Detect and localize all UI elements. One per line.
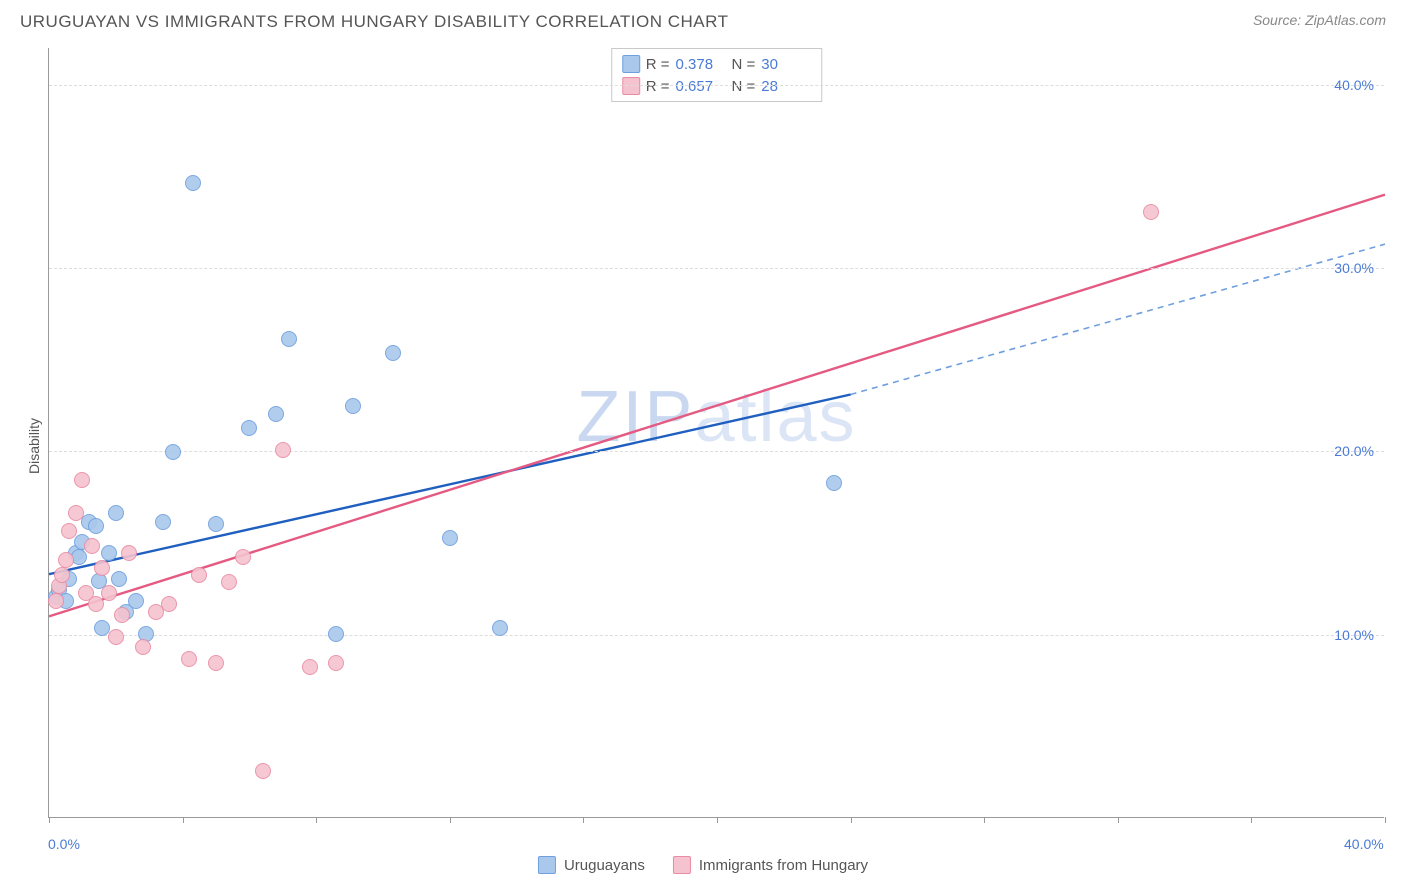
legend-label: Uruguayans: [564, 857, 645, 874]
data-point: [84, 538, 100, 554]
data-point: [1143, 204, 1159, 220]
x-tick: [851, 817, 852, 823]
x-tick: [183, 817, 184, 823]
data-point: [275, 442, 291, 458]
stats-row: R = 0.378 N = 30: [622, 53, 812, 75]
data-point: [185, 175, 201, 191]
data-point: [155, 514, 171, 530]
legend-swatch: [622, 77, 640, 95]
data-point: [121, 545, 137, 561]
n-label: N =: [732, 78, 756, 95]
y-tick-label: 40.0%: [1334, 77, 1374, 93]
data-point: [268, 406, 284, 422]
legend-swatch: [673, 856, 691, 874]
stats-row: R = 0.657 N = 28: [622, 75, 812, 97]
data-point: [94, 560, 110, 576]
data-point: [74, 472, 90, 488]
r-label: R =: [646, 56, 670, 73]
data-point: [328, 626, 344, 642]
x-tick: [450, 817, 451, 823]
legend-swatch: [538, 856, 556, 874]
data-point: [328, 655, 344, 671]
x-tick: [1251, 817, 1252, 823]
data-point: [101, 585, 117, 601]
data-point: [161, 596, 177, 612]
data-point: [114, 607, 130, 623]
r-value: 0.657: [676, 78, 726, 95]
stats-legend: R = 0.378 N = 30 R = 0.657 N = 28: [611, 48, 823, 102]
n-label: N =: [732, 56, 756, 73]
data-point: [111, 571, 127, 587]
data-point: [191, 567, 207, 583]
x-tick: [49, 817, 50, 823]
gridline-h: [49, 451, 1384, 452]
data-point: [241, 420, 257, 436]
data-point: [101, 545, 117, 561]
y-tick-label: 20.0%: [1334, 443, 1374, 459]
data-point: [48, 593, 64, 609]
data-point: [54, 567, 70, 583]
legend-item: Immigrants from Hungary: [673, 856, 868, 874]
bottom-legend: Uruguayans Immigrants from Hungary: [538, 856, 868, 874]
data-point: [826, 475, 842, 491]
chart-source: Source: ZipAtlas.com: [1253, 12, 1386, 28]
chart-header: URUGUAYAN VS IMMIGRANTS FROM HUNGARY DIS…: [0, 0, 1406, 40]
x-tick: [316, 817, 317, 823]
chart-title: URUGUAYAN VS IMMIGRANTS FROM HUNGARY DIS…: [20, 12, 729, 32]
y-tick-label: 10.0%: [1334, 627, 1374, 643]
r-label: R =: [646, 78, 670, 95]
data-point: [108, 629, 124, 645]
data-point: [255, 763, 271, 779]
data-point: [128, 593, 144, 609]
x-tick: [583, 817, 584, 823]
gridline-h: [49, 635, 1384, 636]
data-point: [68, 505, 84, 521]
data-point: [88, 518, 104, 534]
gridline-h: [49, 85, 1384, 86]
data-point: [221, 574, 237, 590]
x-tick: [984, 817, 985, 823]
x-tick: [1385, 817, 1386, 823]
data-point: [165, 444, 181, 460]
n-value: 28: [761, 78, 811, 95]
legend-label: Immigrants from Hungary: [699, 857, 868, 874]
data-point: [181, 651, 197, 667]
n-value: 30: [761, 56, 811, 73]
data-point: [345, 398, 361, 414]
y-axis-label: Disability: [26, 418, 42, 474]
x-tick-label: 0.0%: [48, 836, 80, 852]
data-point: [61, 523, 77, 539]
gridline-h: [49, 268, 1384, 269]
data-point: [135, 639, 151, 655]
plot-area: ZIPatlas R =0.378N =30R =0.657N =28 10.0…: [48, 48, 1384, 818]
data-point: [385, 345, 401, 361]
data-point: [235, 549, 251, 565]
x-tick: [717, 817, 718, 823]
x-tick-label: 40.0%: [1344, 836, 1384, 852]
y-tick-label: 30.0%: [1334, 260, 1374, 276]
data-point: [208, 516, 224, 532]
regression-line: [851, 244, 1385, 394]
regression-line: [49, 395, 851, 575]
data-point: [208, 655, 224, 671]
data-point: [302, 659, 318, 675]
data-point: [442, 530, 458, 546]
data-point: [58, 552, 74, 568]
r-value: 0.378: [676, 56, 726, 73]
x-tick: [1118, 817, 1119, 823]
legend-item: Uruguayans: [538, 856, 645, 874]
data-point: [281, 331, 297, 347]
legend-swatch: [622, 55, 640, 73]
data-point: [88, 596, 104, 612]
data-point: [492, 620, 508, 636]
data-point: [108, 505, 124, 521]
